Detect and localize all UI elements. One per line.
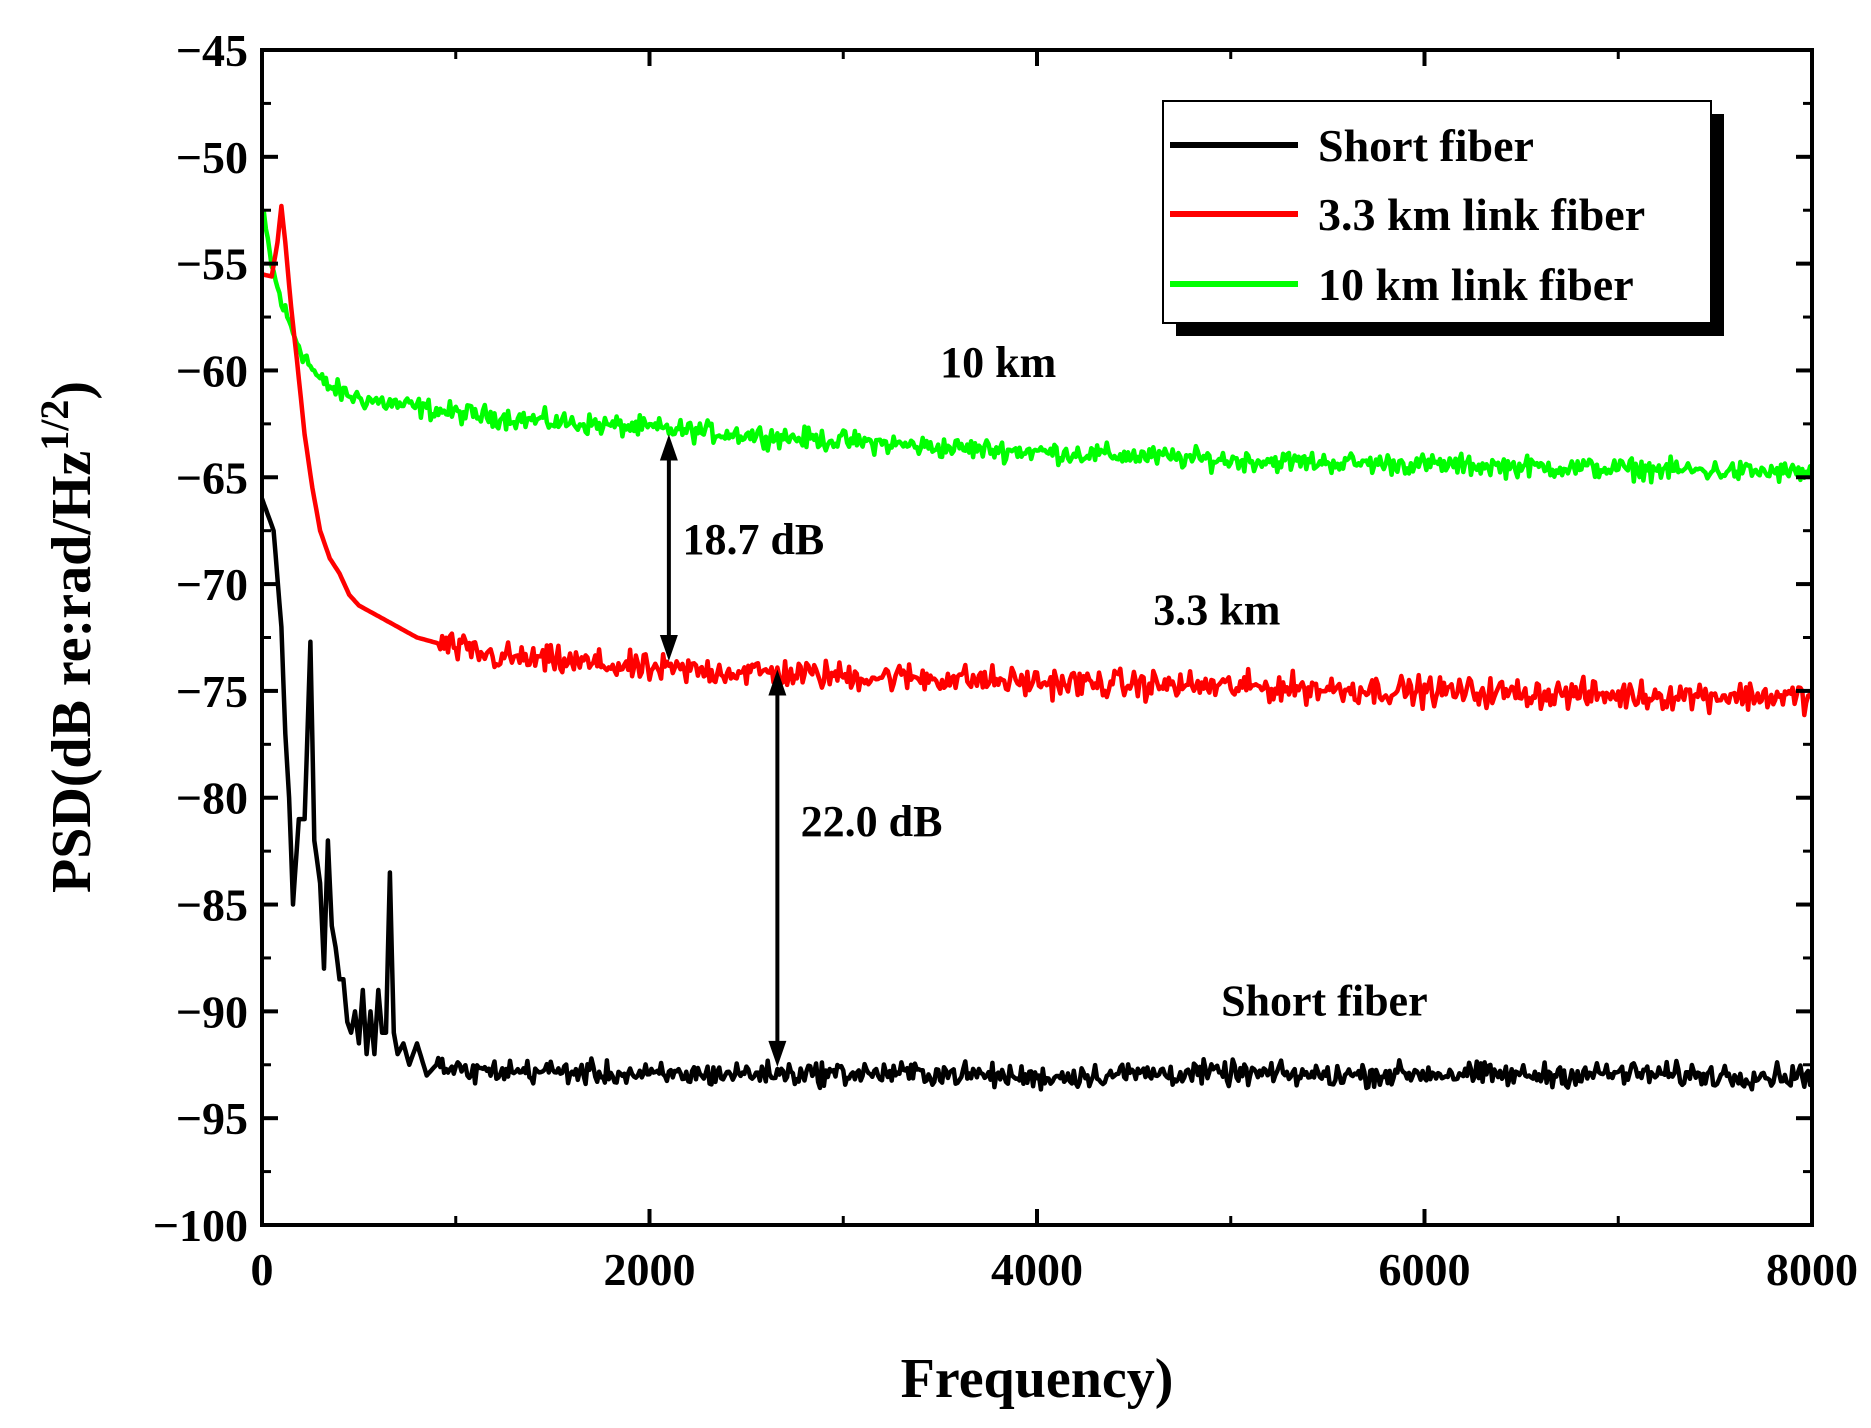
series-10km-link-fiber xyxy=(262,208,1812,485)
y-tick-label: −80 xyxy=(176,773,248,824)
series-layer xyxy=(262,203,1812,1092)
arrow-head-up xyxy=(768,669,787,696)
y-tick-label: −55 xyxy=(176,239,248,290)
y-tick-label: −75 xyxy=(176,666,248,717)
legend: Short fiber 3.3 km link fiber 10 km link… xyxy=(1162,100,1724,336)
x-tick-label: 0 xyxy=(251,1244,274,1295)
x-axis-title: Frequency) xyxy=(901,1348,1174,1410)
double-arrow-1 xyxy=(768,669,787,1067)
legend-label-10km: 10 km link fiber xyxy=(1318,259,1634,310)
y-tick-label: −85 xyxy=(176,880,248,931)
y-axis-title: PSD(dB re:rad/Hz1/2) xyxy=(32,381,103,893)
y-tick-label: −45 xyxy=(176,25,248,76)
legend-label-3.3km: 3.3 km link fiber xyxy=(1318,189,1645,240)
y-tick-label: −60 xyxy=(176,345,248,396)
legend-label-short-fiber: Short fiber xyxy=(1318,120,1534,171)
annotation-layer: 10 km 3.3 km Short fiber 18.7 dB 22.0 dB xyxy=(682,338,1427,1026)
x-tick-label: 8000 xyxy=(1766,1244,1858,1295)
y-tick-label: −90 xyxy=(176,986,248,1037)
arrow-head-up xyxy=(659,434,678,461)
double-arrow-0 xyxy=(659,434,678,661)
arrow-layer xyxy=(659,434,787,1067)
annotation-label: Short fiber xyxy=(1221,977,1428,1026)
y-tick-label: −100 xyxy=(153,1200,248,1251)
annotation-label: 10 km xyxy=(940,338,1056,387)
y-axis-title-superscript: 1/2 xyxy=(32,400,77,451)
y-axis-title-main: PSD(dB re:rad/Hz xyxy=(41,451,103,893)
y-tick-label: −70 xyxy=(176,559,248,610)
annotation-label: 3.3 km xyxy=(1153,586,1280,635)
x-tick-label: 6000 xyxy=(1379,1244,1471,1295)
y-tick-label: −95 xyxy=(176,1093,248,1144)
series-3.3km-link-fiber xyxy=(262,203,1812,718)
x-tick-label: 2000 xyxy=(604,1244,696,1295)
arrow-head-down xyxy=(659,635,678,661)
arrow-head-down xyxy=(768,1040,787,1067)
series-short-fiber xyxy=(262,497,1812,1092)
y-axis-title-close: ) xyxy=(41,381,103,400)
x-tick-label: 4000 xyxy=(991,1244,1083,1295)
y-tick-label: −50 xyxy=(176,132,248,183)
annotation-label: 18.7 dB xyxy=(682,515,824,564)
annotation-label: 22.0 dB xyxy=(801,797,943,846)
y-tick-label: −65 xyxy=(176,452,248,503)
